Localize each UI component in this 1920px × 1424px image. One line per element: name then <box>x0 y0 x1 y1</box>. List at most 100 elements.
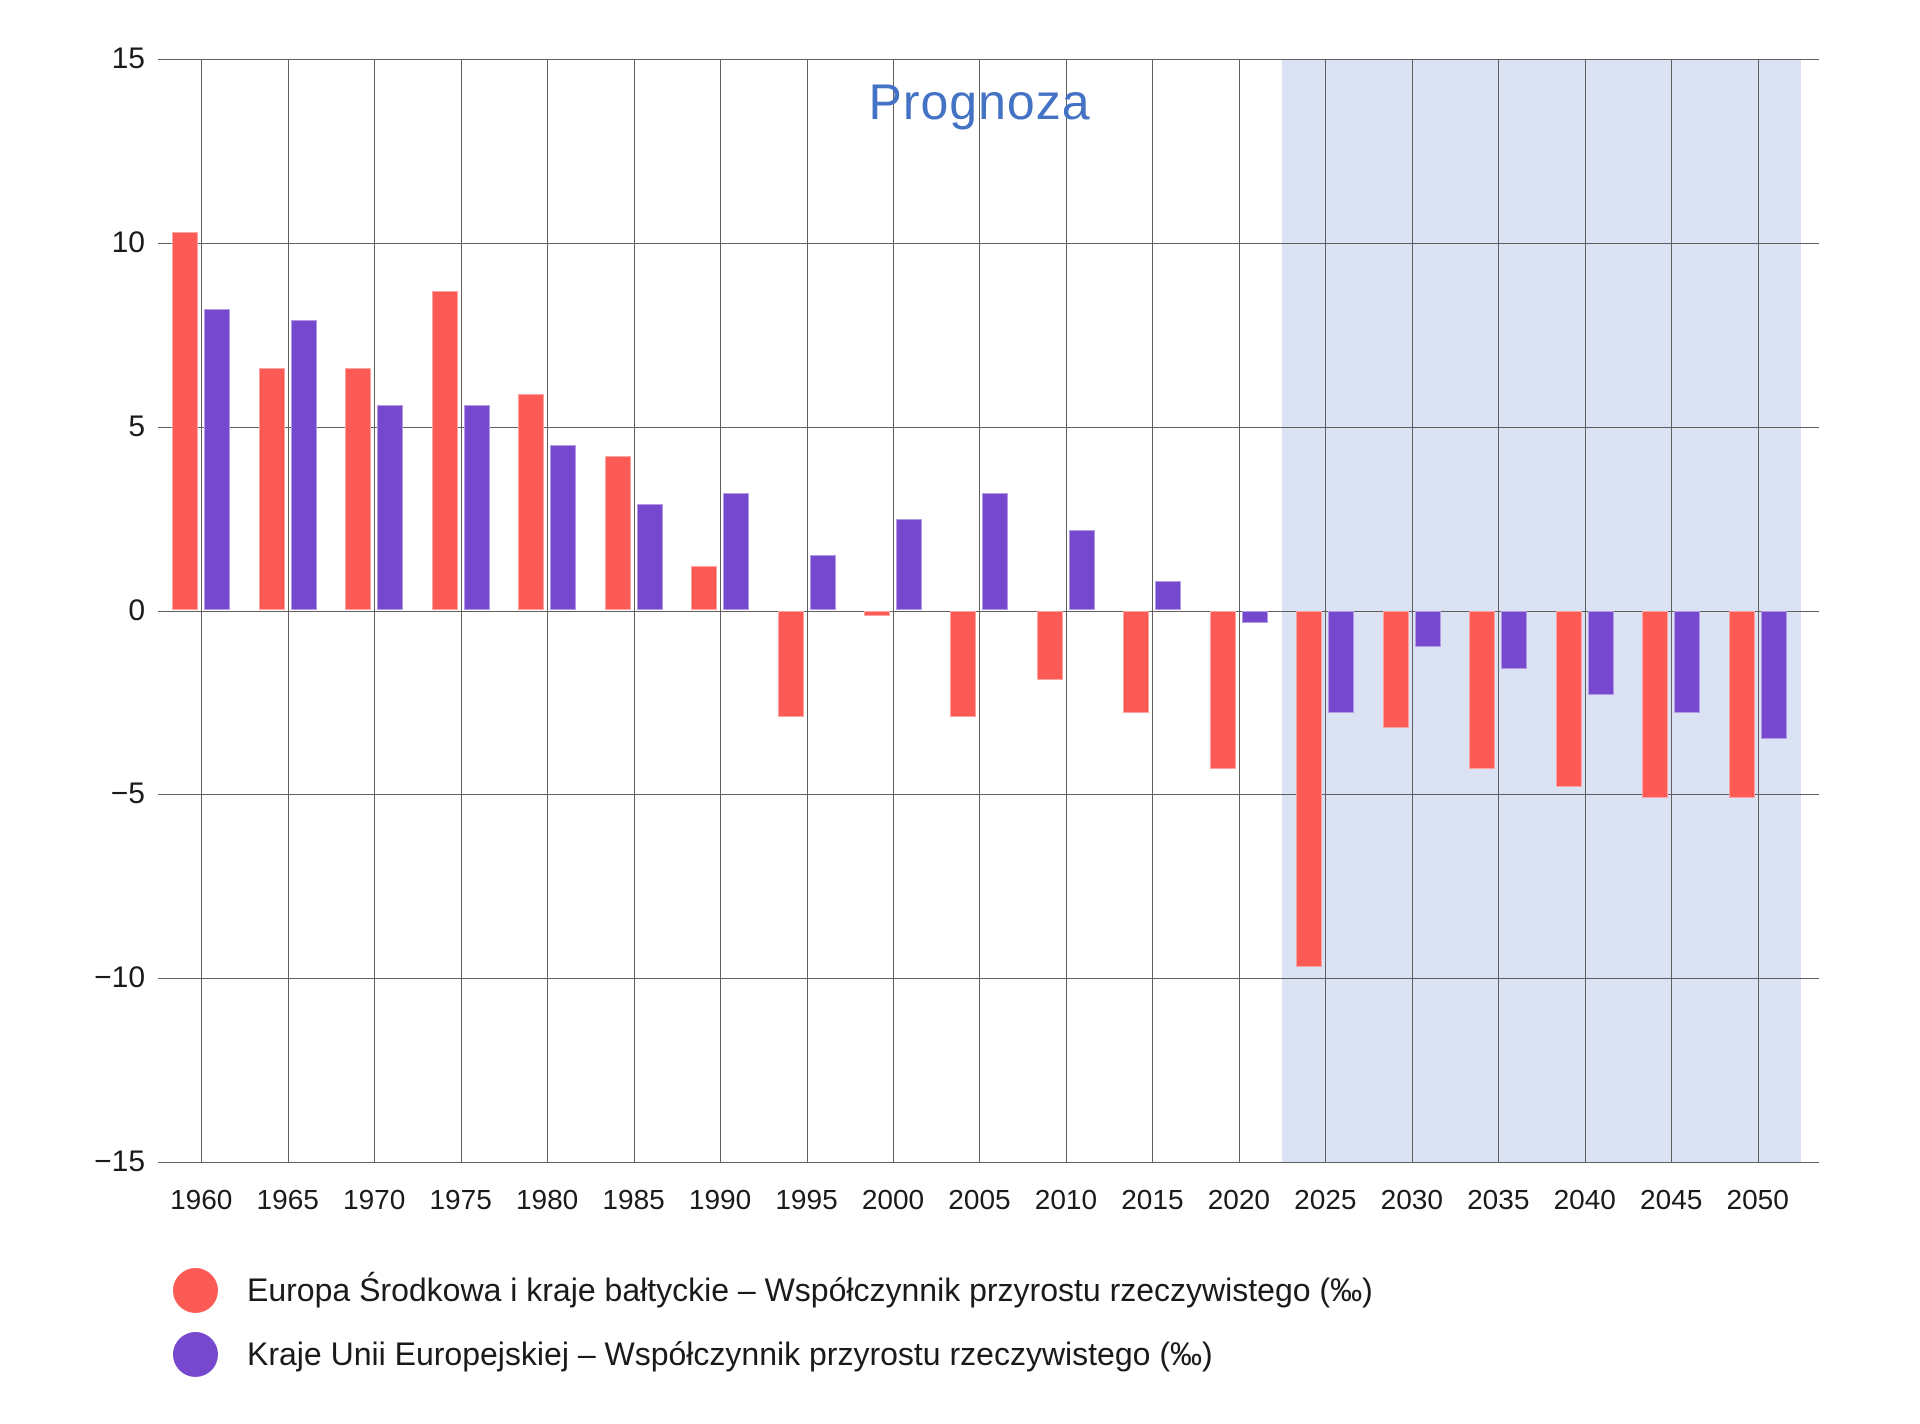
category-cell-1975 <box>417 59 503 1162</box>
x-axis-label-2035: 2035 <box>1467 1184 1530 1215</box>
bar-kraje-unii-europejskiej-1960 <box>204 309 231 611</box>
bar-kraje-unii-europejskiej-2010 <box>1068 529 1095 611</box>
category-cell-2020 <box>1196 59 1282 1162</box>
legend-item-kraje-unii-europejskiej: Kraje Unii Europejskiej – Współczynnik p… <box>173 1332 1373 1377</box>
x-axis-label-2010: 2010 <box>1034 1184 1098 1215</box>
x-axis-label-1975: 1975 <box>429 1184 492 1215</box>
gridline-x-1980 <box>547 59 549 1162</box>
bar-europa-srodkowa-i-kraje-baltyckie-2015 <box>1123 610 1150 714</box>
bar-europa-srodkowa-i-kraje-baltyckie-1980 <box>518 393 545 611</box>
bar-europa-srodkowa-i-kraje-baltyckie-1960 <box>172 231 199 611</box>
bar-kraje-unii-europejskiej-1975 <box>463 404 490 611</box>
legend-label-kraje-unii-europejskiej: Kraje Unii Europejskiej – Współczynnik p… <box>247 1336 1213 1372</box>
legend: Europa Środkowa i kraje bałtyckie – Wspó… <box>173 1268 1373 1396</box>
category-cell-1960 <box>158 59 244 1162</box>
x-axis-label-2040: 2040 <box>1553 1184 1616 1215</box>
gridline-y-5 <box>158 426 1819 428</box>
x-axis-label-2015: 2015 <box>1121 1184 1184 1215</box>
gridline-x-2050 <box>1757 59 1759 1162</box>
bar-europa-srodkowa-i-kraje-baltyckie-2035 <box>1469 610 1496 769</box>
bar-europa-srodkowa-i-kraje-baltyckie-2005 <box>950 610 977 718</box>
bar-europa-srodkowa-i-kraje-baltyckie-1995 <box>777 610 804 718</box>
bar-kraje-unii-europejskiej-2045 <box>1674 610 1701 714</box>
gridline-y-10 <box>158 242 1819 244</box>
bar-kraje-unii-europejskiej-2030 <box>1414 610 1441 648</box>
x-axis-label-2000: 2000 <box>861 1184 925 1215</box>
plot-area: Prognoza <box>158 59 1819 1163</box>
gridline-x-2010 <box>1065 59 1067 1162</box>
y-axis-label--10: −10 <box>94 961 145 995</box>
category-cell-1965 <box>244 59 330 1162</box>
x-axis-label-2025: 2025 <box>1294 1184 1357 1215</box>
category-cell-2000 <box>850 59 936 1162</box>
category-cell-2030 <box>1369 59 1455 1162</box>
y-axis-label--15: −15 <box>94 1145 145 1178</box>
bar-europa-srodkowa-i-kraje-baltyckie-1990 <box>691 566 718 611</box>
bar-kraje-unii-europejskiej-1985 <box>636 503 663 611</box>
gridline-x-1960 <box>201 59 203 1162</box>
y-axis: 15 10 5 0 −5 −10 −15 <box>0 42 145 1178</box>
bar-kraje-unii-europejskiej-2025 <box>1328 610 1355 714</box>
x-axis-label-1980: 1980 <box>515 1184 579 1215</box>
x-axis-label-1970: 1970 <box>343 1184 406 1215</box>
y-axis-label-0: 0 <box>128 593 145 627</box>
category-cell-2050 <box>1714 59 1800 1162</box>
category-cell-2015 <box>1109 59 1195 1162</box>
y-axis-label-10: 10 <box>111 225 145 259</box>
category-cell-1980 <box>504 59 590 1162</box>
x-axis-label-1990: 1990 <box>688 1184 752 1215</box>
bar-europa-srodkowa-i-kraje-baltyckie-2025 <box>1296 610 1323 968</box>
category-cell-2045 <box>1628 59 1714 1162</box>
bar-europa-srodkowa-i-kraje-baltyckie-2050 <box>1728 610 1755 798</box>
x-axis-label-2050: 2050 <box>1726 1184 1789 1215</box>
bar-europa-srodkowa-i-kraje-baltyckie-2000 <box>863 610 890 616</box>
category-cell-1970 <box>331 59 417 1162</box>
gridline-x-1975 <box>460 59 462 1162</box>
bar-europa-srodkowa-i-kraje-baltyckie-2020 <box>1209 610 1236 769</box>
gridline-x-2025 <box>1325 59 1327 1162</box>
x-axis-label-2045: 2045 <box>1640 1184 1703 1215</box>
gridline-x-2035 <box>1498 59 1500 1162</box>
bar-kraje-unii-europejskiej-2005 <box>982 492 1009 611</box>
category-cell-1990 <box>677 59 763 1162</box>
x-axis-label-2020: 2020 <box>1207 1184 1270 1215</box>
legend-item-europa-srodkowa-i-kraje-baltyckie: Europa Środkowa i kraje bałtyckie – Wspó… <box>173 1268 1373 1313</box>
x-axis: 1960 1965 1970 1975 1980 1985 1990 1995 2000 2005… <box>158 1184 1801 1216</box>
bar-kraje-unii-europejskiej-2000 <box>895 518 922 611</box>
x-axis-label-1995: 1995 <box>775 1184 838 1215</box>
bar-europa-srodkowa-i-kraje-baltyckie-1975 <box>431 290 458 611</box>
category-cell-2025 <box>1282 59 1368 1162</box>
bar-europa-srodkowa-i-kraje-baltyckie-2030 <box>1382 610 1409 729</box>
x-axis-label-1960: 1960 <box>170 1184 233 1215</box>
bar-kraje-unii-europejskiej-1990 <box>723 492 750 611</box>
bar-europa-srodkowa-i-kraje-baltyckie-1965 <box>258 367 285 611</box>
bar-kraje-unii-europejskiej-1980 <box>550 445 577 611</box>
y-axis-label-5: 5 <box>128 409 145 443</box>
category-cell-2035 <box>1455 59 1541 1162</box>
bar-categories <box>158 59 1801 1162</box>
gridline-x-1970 <box>374 59 376 1162</box>
legend-swatch-kraje-unii-europejskiej <box>173 1332 218 1377</box>
gridline-x-1990 <box>720 59 722 1162</box>
gridline-x-2020 <box>1238 59 1240 1162</box>
legend-swatch-europa-srodkowa-i-kraje-baltyckie <box>173 1268 218 1313</box>
forecast-label: Prognoza <box>868 74 1091 130</box>
gridline-y-0 <box>158 610 1819 612</box>
gridline-y-15 <box>158 59 1819 60</box>
x-axis-label-2030: 2030 <box>1380 1184 1443 1215</box>
gridline-y--5 <box>158 794 1819 796</box>
gridline-y--10 <box>158 978 1819 980</box>
gridline-x-2040 <box>1584 59 1586 1162</box>
bar-kraje-unii-europejskiej-2050 <box>1760 610 1787 740</box>
bar-kraje-unii-europejskiej-1995 <box>809 555 836 611</box>
bar-europa-srodkowa-i-kraje-baltyckie-2040 <box>1555 610 1582 787</box>
gridline-x-2015 <box>1152 59 1154 1162</box>
bar-kraje-unii-europejskiej-1970 <box>377 404 404 611</box>
gridline-x-1985 <box>633 59 635 1162</box>
y-axis-label--5: −5 <box>110 777 145 811</box>
y-axis-label-15: 15 <box>111 42 145 75</box>
bar-kraje-unii-europejskiej-2015 <box>1155 581 1182 611</box>
gridline-y--15 <box>158 1162 1819 1163</box>
legend-label-europa-srodkowa-i-kraje-baltyckie: Europa Środkowa i kraje bałtyckie – Wspó… <box>247 1272 1373 1308</box>
